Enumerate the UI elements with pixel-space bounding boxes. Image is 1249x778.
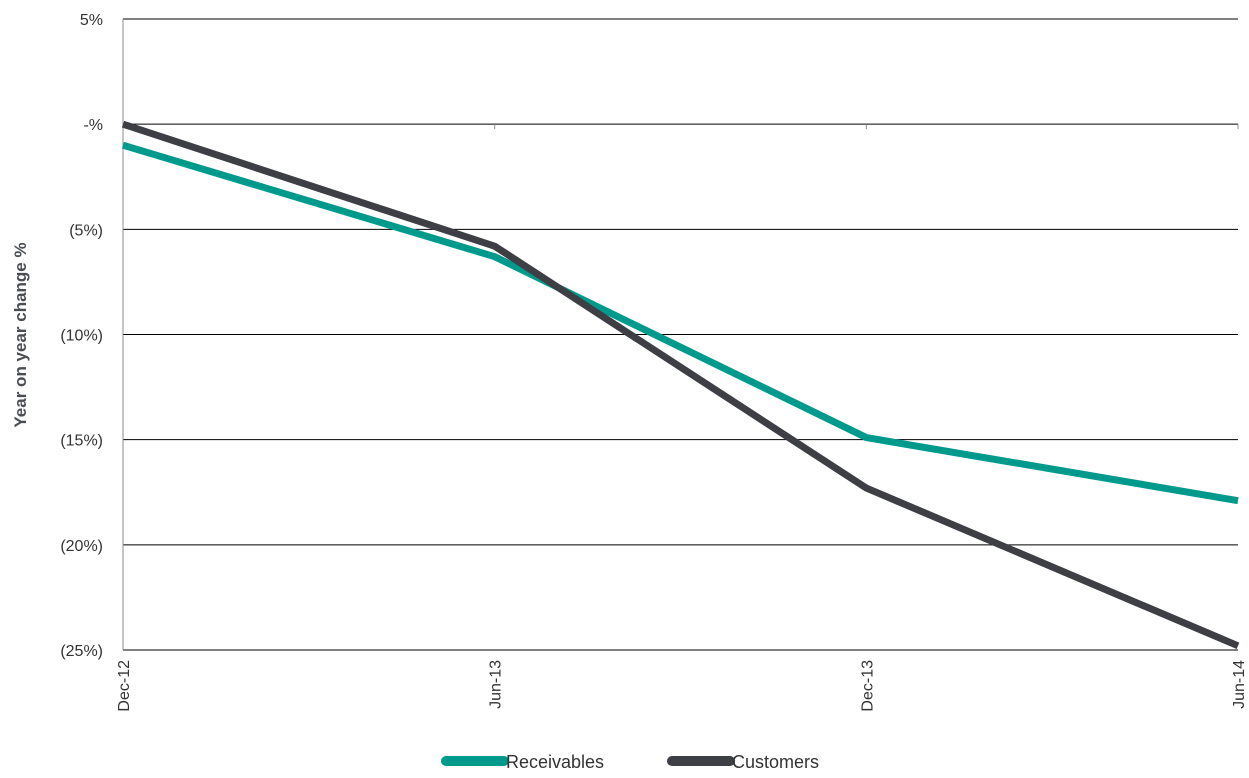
x-tick-label: Jun-14 [1231, 660, 1248, 709]
y-tick-label: -% [83, 117, 103, 134]
legend-label-receivables: Receivables [506, 752, 604, 772]
y-tick-labels: 5% -% (5%) (10%) (15%) (20%) (25%) [60, 12, 103, 660]
legend: Receivables Customers [441, 752, 819, 772]
y-tick-label: (15%) [60, 433, 103, 450]
y-tick-label: 5% [80, 12, 103, 29]
series-line-customers [121, 120, 1240, 650]
x-tick-label: Dec-12 [116, 660, 133, 712]
y-tick-label: (25%) [60, 643, 103, 660]
x-tick-labels: Dec-12 Jun-13 Dec-13 Jun-14 [116, 660, 1248, 712]
y-tick-label: (20%) [60, 538, 103, 555]
gridlines [123, 18, 1238, 651]
x-tick-label: Dec-13 [859, 660, 876, 712]
y-tick-label: (10%) [60, 328, 103, 345]
y-axis-title: Year on year change % [11, 242, 30, 427]
series-line-receivables [121, 141, 1239, 505]
series-lines [121, 120, 1240, 650]
x-tick-label: Jun-13 [488, 660, 505, 709]
legend-label-customers: Customers [732, 752, 819, 772]
y-tick-label: (5%) [69, 222, 103, 239]
